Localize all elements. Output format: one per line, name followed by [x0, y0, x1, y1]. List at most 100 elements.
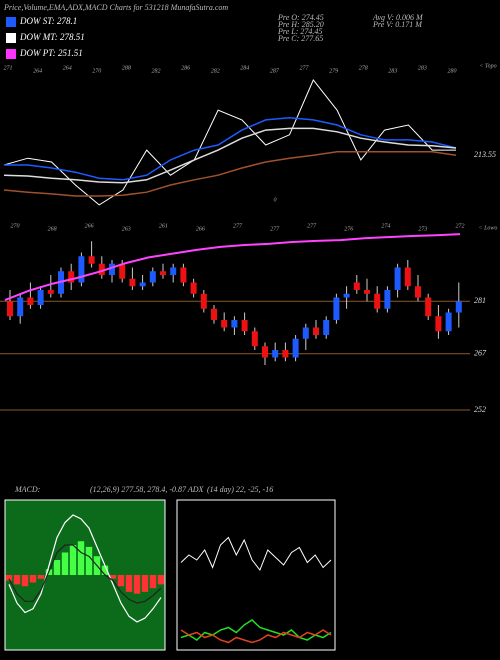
candle-body — [394, 267, 401, 290]
candle-body — [221, 320, 228, 328]
histogram-bar — [13, 575, 21, 585]
annotation: 266 — [85, 223, 94, 229]
candle-body — [200, 293, 207, 309]
histogram-bar — [157, 575, 165, 585]
candle-body — [119, 263, 126, 279]
candle-body — [27, 297, 34, 305]
histogram-bar — [85, 546, 93, 575]
histogram-bar — [61, 552, 69, 575]
candle-body — [404, 267, 411, 287]
info-text: Pre O: 274.45 — [277, 13, 324, 22]
histogram-bar — [69, 545, 77, 575]
annotation: 280 — [448, 68, 457, 74]
annotation: 277 — [270, 226, 280, 232]
candle-body — [374, 293, 381, 309]
candle-body — [241, 320, 248, 332]
candle-body — [139, 282, 146, 287]
annotation: 283 — [418, 65, 427, 71]
series-line — [8, 544, 162, 604]
candle-body — [68, 271, 75, 283]
histogram-bar — [29, 575, 37, 583]
series-line — [3, 79, 456, 206]
top-note: < Topo — [479, 63, 496, 69]
series-line — [180, 619, 332, 641]
annotation: 283 — [388, 68, 397, 74]
y-tick-label: 252 — [474, 405, 486, 414]
candle-body — [415, 286, 421, 298]
annotation: 266 — [196, 226, 205, 232]
legend-swatch — [6, 17, 16, 27]
histogram-bar — [125, 575, 133, 592]
annotation: 273 — [418, 226, 427, 232]
y-tick-label: 213.55 — [474, 150, 496, 159]
panel-bg — [176, 499, 336, 651]
annotation: 282 — [211, 68, 220, 74]
candle-body — [425, 297, 432, 317]
candle-body — [445, 312, 452, 332]
histogram-bar — [21, 575, 29, 587]
series-line — [3, 127, 457, 184]
candle-body — [292, 338, 299, 358]
annotation: 271 — [4, 65, 13, 71]
series-line — [3, 151, 457, 197]
candle-body — [323, 320, 330, 335]
annotation: 272 — [456, 223, 465, 229]
candle-body — [37, 290, 44, 305]
candle-body — [272, 350, 279, 358]
candle-body — [353, 282, 360, 290]
annotation: 277 — [233, 223, 243, 229]
annotation: 274 — [381, 222, 390, 229]
y-tick-label: 267 — [474, 349, 487, 358]
panel-title: (14 day) 22, -25, -16 — [207, 485, 273, 494]
info-text: Pre C: 277.65 — [277, 34, 323, 43]
candle-body — [231, 320, 238, 328]
annotation: 282 — [152, 68, 161, 74]
candle-body — [313, 327, 319, 335]
histogram-bar — [101, 565, 109, 575]
annotation: 263 — [122, 226, 131, 232]
histogram-bar — [53, 560, 61, 575]
candle-body — [282, 350, 289, 358]
series-line — [4, 233, 461, 302]
series-line — [180, 536, 332, 571]
candle-body — [333, 297, 340, 320]
histogram-bar — [117, 575, 125, 587]
legend-label: DOW PT: 251.51 — [19, 48, 83, 58]
panel-subtitle: (12,26,9) 277.58, 278.4, -0.87 ADX — [90, 485, 205, 494]
histogram-bar — [149, 575, 157, 589]
info-text: Pre V: 0.171 M — [372, 20, 423, 29]
legend-swatch — [6, 33, 16, 43]
candle-body — [160, 271, 166, 275]
histogram-bar — [77, 541, 85, 575]
series-line — [8, 514, 162, 623]
annotation: 264 — [63, 64, 72, 71]
annotation: 264 — [33, 67, 42, 74]
annotation: 278 — [359, 65, 368, 71]
candle-body — [78, 256, 85, 283]
candle-body — [180, 267, 187, 283]
histogram-bar — [5, 575, 13, 581]
info-text: Pre H: 285.20 — [277, 20, 324, 29]
annotation: 286 — [181, 65, 190, 71]
candle-body — [109, 263, 115, 275]
annotation: 288 — [122, 65, 131, 71]
candle-body — [98, 263, 105, 275]
candle-body — [129, 278, 136, 287]
page-title: Price,Volume,EMA,ADX,MACD Charts for 531… — [3, 3, 228, 12]
annotation: 284 — [240, 64, 249, 71]
candle-body — [7, 301, 13, 317]
candle-body — [88, 256, 95, 264]
annotation: 277 — [307, 223, 317, 229]
panel-bg — [4, 499, 166, 651]
annotation: 279 — [329, 68, 338, 74]
series-line — [4, 117, 457, 181]
histogram-bar — [37, 575, 45, 579]
legend-label: DOW MT: 278.51 — [19, 32, 85, 42]
annotation: 276 — [344, 226, 353, 232]
candle-body — [211, 308, 217, 320]
low-note: < Lowo — [479, 225, 498, 231]
annotation: 287 — [270, 68, 280, 74]
candle-body — [251, 331, 258, 347]
annotation: 268 — [48, 226, 57, 232]
